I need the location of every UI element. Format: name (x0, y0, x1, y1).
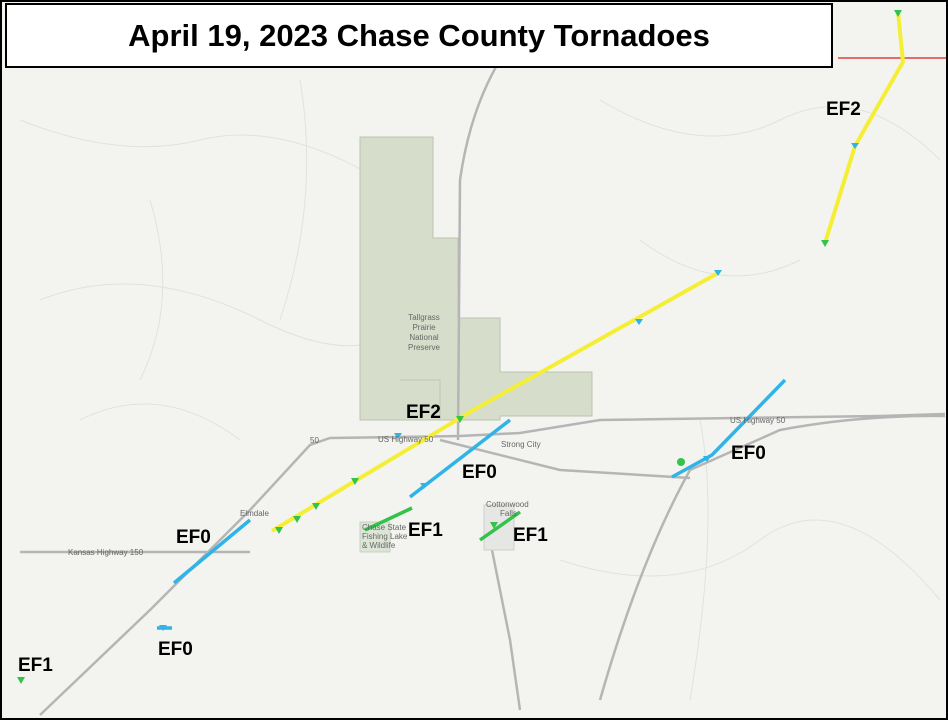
ef0-track (671, 378, 787, 479)
title-box (5, 3, 833, 68)
preserve-label: Preserve (408, 343, 441, 352)
rating-label: EF1 (408, 520, 443, 541)
rating-label: EF1 (18, 655, 53, 676)
ef0-track (172, 518, 252, 585)
preserve-edge (400, 379, 441, 420)
ef1-track (478, 510, 522, 542)
preserve-label: Tallgrass (408, 313, 440, 322)
town-label: Falls (500, 509, 517, 518)
national-preserve-area (359, 136, 593, 421)
rating-label: EF1 (513, 525, 548, 546)
ef2-track (823, 11, 906, 244)
town-label: Elmdale (240, 509, 269, 518)
rating-label: EF0 (462, 462, 497, 483)
rating-label: EF0 (731, 443, 766, 464)
preserve-label: Prairie (412, 323, 436, 332)
map-labels: Tallgrass Prairie National Preserve US H… (68, 313, 786, 557)
rating-label: EF0 (176, 527, 211, 548)
highway-label: US Highway 50 (378, 435, 434, 444)
rating-label: EF2 (406, 402, 441, 423)
tornado-tracks (17, 10, 906, 684)
town-label: Cottonwood (486, 500, 529, 509)
rating-labels: EF2 EF2 EF0 EF0 EF0 EF1 EF1 EF0 EF1 (18, 99, 861, 676)
highway-shield: 50 (310, 436, 319, 445)
rating-label: EF0 (158, 639, 193, 660)
ef1-track (364, 506, 413, 532)
highway-label: US Highway 50 (730, 416, 786, 425)
highway-label: Kansas Highway 150 (68, 548, 144, 557)
terrain (19, 79, 941, 701)
roads (20, 57, 946, 716)
rating-label: EF2 (826, 99, 861, 120)
lake-label: Chase State (362, 523, 407, 532)
town-label: Strong City (501, 440, 541, 449)
preserve-label: National (409, 333, 439, 342)
lake-label: Fishing Lake (362, 532, 408, 541)
lake-label: & Wildlife (362, 541, 396, 550)
map-title: April 19, 2023 Chase County Tornadoes (128, 18, 710, 53)
